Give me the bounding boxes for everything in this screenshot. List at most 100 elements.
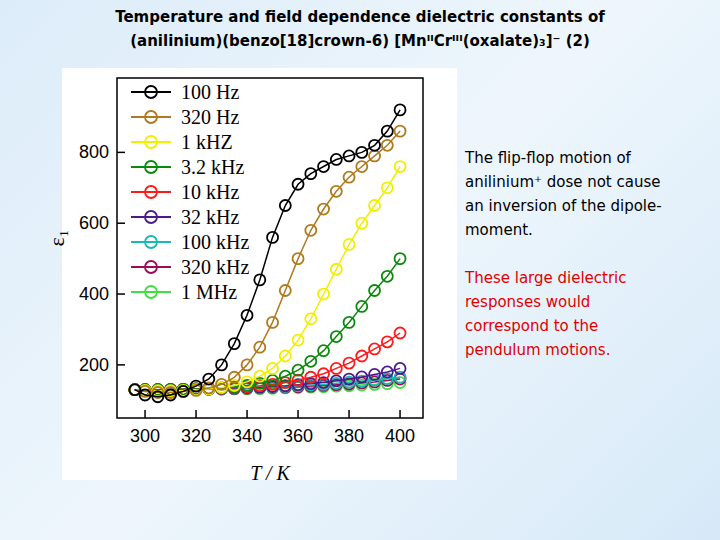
data-point xyxy=(344,358,355,369)
annotation: moment. xyxy=(465,221,533,239)
data-point xyxy=(305,313,316,324)
x-tick-label: 400 xyxy=(385,426,415,446)
y-tick-label: 800 xyxy=(79,142,109,162)
data-point xyxy=(395,161,406,172)
data-point xyxy=(267,317,278,328)
data-point xyxy=(331,331,342,342)
legend-marker xyxy=(145,111,157,123)
data-point xyxy=(254,274,265,285)
data-point xyxy=(216,379,227,390)
x-tick-label: 340 xyxy=(232,426,262,446)
y-tick xyxy=(117,293,125,295)
legend-marker xyxy=(145,161,157,173)
data-point xyxy=(267,232,278,243)
annotation: an inversion of the dipole- xyxy=(465,197,662,215)
legend-line xyxy=(131,141,171,143)
annotation: pendulum motions. xyxy=(465,341,610,359)
x-tick xyxy=(348,410,350,418)
y-tick xyxy=(117,364,125,366)
data-point xyxy=(344,172,355,183)
x-tick xyxy=(246,410,248,418)
legend-label: 320 Hz xyxy=(181,106,239,128)
annotation: responses would xyxy=(465,293,590,311)
annotation: anilinium⁺ dose not cause xyxy=(465,173,661,191)
x-tick xyxy=(399,410,401,418)
legend-line xyxy=(131,166,171,168)
data-point xyxy=(382,336,393,347)
legend-label: 32 kHz xyxy=(181,206,239,228)
data-point xyxy=(331,154,342,165)
legend-label: 100 Hz xyxy=(181,81,239,103)
data-point xyxy=(191,381,202,392)
data-point xyxy=(382,271,393,282)
data-point xyxy=(152,391,163,402)
plot-area xyxy=(129,104,405,402)
legend-line xyxy=(131,91,171,93)
x-axis-label: T / K xyxy=(250,462,291,484)
data-point xyxy=(203,374,214,385)
title: (anilinium)(benzo[18]crown-6) [MnᴵᴵCrᴵᴵᴵ… xyxy=(130,32,590,50)
legend-line xyxy=(131,266,171,268)
legend-marker xyxy=(145,211,157,223)
x-tick-label: 300 xyxy=(130,426,160,446)
data-point xyxy=(382,126,393,137)
legend-label: 1 MHz xyxy=(181,281,237,303)
data-point xyxy=(229,372,240,383)
title: Temperature and field dependence dielect… xyxy=(115,8,605,26)
legend-marker xyxy=(145,261,157,273)
data-point xyxy=(318,289,329,300)
legend-marker xyxy=(145,286,157,298)
data-point xyxy=(369,369,380,380)
y-tick xyxy=(117,152,125,154)
legend-line xyxy=(131,216,171,218)
data-point xyxy=(165,389,176,400)
legend-label: 1 kHZ xyxy=(181,131,233,153)
data-point xyxy=(254,342,265,353)
legend-label: 10 kHz xyxy=(181,181,239,203)
series-line xyxy=(135,259,400,390)
data-point xyxy=(318,204,329,215)
data-point xyxy=(369,200,380,211)
data-point xyxy=(305,168,316,179)
data-point xyxy=(331,264,342,275)
y-tick-label: 400 xyxy=(79,284,109,304)
data-point xyxy=(242,376,253,387)
x-tick xyxy=(297,410,299,418)
data-point xyxy=(242,359,253,370)
x-tick-label: 360 xyxy=(283,426,313,446)
data-point xyxy=(280,200,291,211)
data-point xyxy=(293,365,304,376)
data-point xyxy=(216,359,227,370)
series-line xyxy=(135,333,400,390)
data-point xyxy=(267,363,278,374)
series-line xyxy=(135,167,400,391)
data-point xyxy=(395,104,406,115)
series-line xyxy=(135,110,400,397)
data-point xyxy=(344,239,355,250)
legend-line xyxy=(131,191,171,193)
legend-marker xyxy=(145,86,157,98)
chart: Temperature and field dependence dielect… xyxy=(0,0,720,540)
y-tick-label: 600 xyxy=(79,213,109,233)
legend-marker xyxy=(145,236,157,248)
data-point xyxy=(395,363,406,374)
data-point xyxy=(318,345,329,356)
data-point xyxy=(344,374,355,385)
data-point xyxy=(369,150,380,161)
data-point xyxy=(318,368,329,379)
data-point xyxy=(356,371,367,382)
data-point xyxy=(305,356,316,367)
data-point xyxy=(395,126,406,137)
y-tick xyxy=(117,222,125,224)
legend-line xyxy=(131,116,171,118)
data-point xyxy=(356,161,367,172)
data-point xyxy=(280,285,291,296)
data-point xyxy=(382,182,393,193)
data-point xyxy=(140,389,151,400)
plot-frame xyxy=(117,78,423,418)
data-point xyxy=(382,140,393,151)
x-tick xyxy=(144,410,146,418)
data-point xyxy=(369,285,380,296)
x-tick xyxy=(195,410,197,418)
data-point xyxy=(242,310,253,321)
